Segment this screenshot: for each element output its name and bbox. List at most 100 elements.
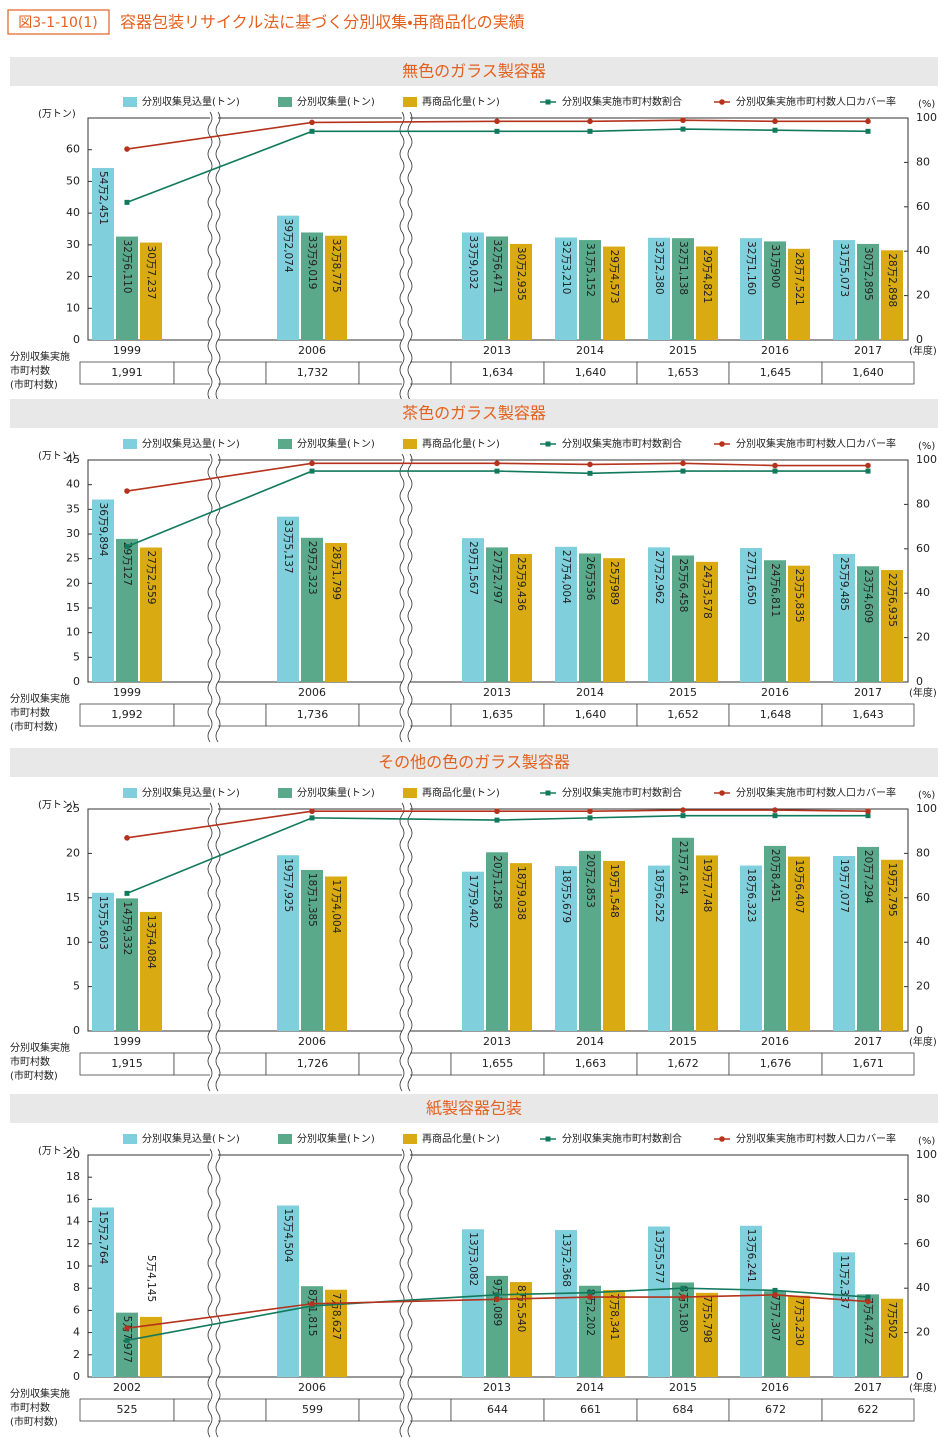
bar [325,1289,347,1377]
bar [301,537,323,682]
bar [696,246,718,340]
bar [696,1292,718,1377]
bar-value-label: 18万6,252 [653,869,665,923]
y-tick-label: 60 [66,143,80,156]
axis-break-gap [210,454,218,734]
bar-value-label: 31万900 [769,244,781,288]
table-value: 1,634 [482,366,514,379]
y-tick-label: 0 [73,1024,80,1037]
table-row-label: 市町村数 [10,1055,50,1068]
x-tick-label: 2016 [761,686,789,699]
bar-value-label: 32万1,160 [745,241,757,295]
legend-label: 分別収集実施市町村数割合 [562,786,682,799]
line-marker [680,460,686,467]
table-value: 599 [302,1403,323,1416]
line-marker [587,1290,593,1296]
y-tick-label: 2 [73,1348,80,1361]
table-value: 1,645 [760,366,792,379]
y-tick-label: 20 [66,846,80,859]
line-marker [494,1296,500,1303]
table-value: 672 [765,1403,786,1416]
bar [764,560,786,682]
table-value: 1,672 [667,1057,699,1070]
legend-label: 分別収集量(トン) [297,786,375,799]
axis-break [407,111,413,401]
line-marker [587,118,593,125]
y-tick-label: 20 [66,270,80,283]
bar-value-label: 5万4,145 [145,1255,157,1302]
bar-value-label: 18万9,038 [515,866,527,920]
legend-label: 分別収集量(トン) [297,95,375,108]
x-tick-label: 2013 [483,344,511,357]
table-value: 1,663 [575,1057,607,1070]
chart-title: 茶色のガラス製容器 [402,404,546,423]
table-row-label: (市町村数) [10,378,58,391]
x-tick-label: 2006 [298,1035,326,1048]
bar [462,871,484,1031]
bar [603,1290,625,1377]
line-marker [587,461,593,468]
y2-tick-label: 80 [916,1192,930,1205]
y-axis-unit: (万トン) [38,451,76,462]
x-tick-label: 2017 [854,686,882,699]
x-tick-label: 2013 [483,686,511,699]
bar [740,1225,762,1377]
line-marker [680,1285,686,1291]
y2-tick-label: 40 [916,244,930,257]
bar-value-label: 30万2,935 [515,247,527,301]
bar [881,250,903,340]
legend-swatch [403,788,417,798]
table-cell [821,1398,915,1422]
axis-break-gap [402,454,410,734]
axis-break-gap [210,112,218,392]
line-marker [680,807,686,813]
axis-break [215,1148,221,1438]
y2-tick-label: 60 [916,200,930,213]
line-marker [309,460,315,467]
y2-tick-label: 60 [916,1237,930,1250]
bar-value-label: 27万2,797 [491,550,503,604]
bar [277,855,299,1031]
bar [648,1226,670,1377]
table-value: 1,991 [111,366,143,379]
legend-label: 再商品化量(トン) [422,1132,500,1145]
bar-value-label: 26万536 [584,556,596,600]
bar-value-label: 20万7,294 [862,850,874,904]
bar-value-label: 27万2,559 [145,551,157,605]
bar-value-label: 14万9,332 [121,901,133,955]
chart-title: 無色のガラス製容器 [402,62,546,81]
bar-value-label: 25万9,436 [515,557,527,611]
line-marker [772,813,778,819]
line-marker [124,199,130,205]
bar-value-label: 15万2,764 [97,1210,109,1264]
table-row-label: (市町村数) [10,720,58,733]
legend-label: 分別収集量(トン) [297,1132,375,1145]
y2-axis-unit: (%) [918,790,935,801]
line [126,119,868,150]
x-tick-label: 2015 [669,344,697,357]
x-axis-unit: (年度) [909,344,937,357]
y2-tick-label: 60 [916,542,930,555]
table-value: 1,653 [667,366,699,379]
bar-value-label: 17万9,402 [467,875,479,929]
axis-break [399,802,405,1092]
axis-break-gap [402,112,410,392]
bar [857,846,879,1031]
bar [92,1207,114,1377]
bar [579,850,601,1031]
bar [277,215,299,340]
x-tick-label: 2017 [854,344,882,357]
bar [579,1285,601,1377]
bar [788,248,810,340]
line-marker [124,146,130,152]
line-marker [865,1298,871,1305]
axis-break-gap [210,1149,218,1429]
bar-value-label: 15万5,603 [97,896,109,950]
bar-value-label: 24万3,578 [701,565,713,619]
table-value: 644 [487,1403,508,1416]
bar [833,553,855,682]
table-value: 661 [580,1403,601,1416]
line [126,128,869,204]
y-axis-unit: (万トン) [38,109,76,120]
